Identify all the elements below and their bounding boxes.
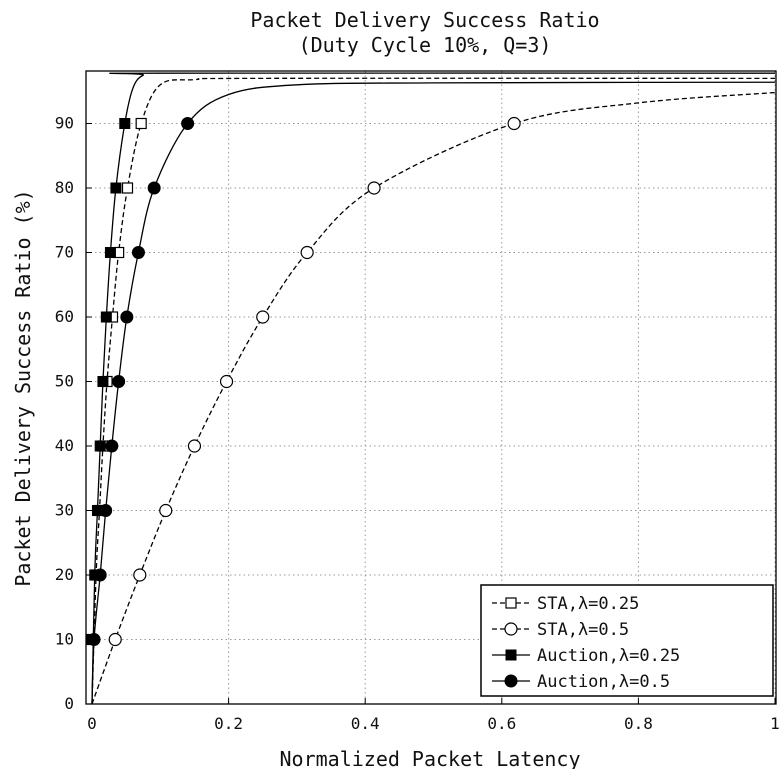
series-sta-0-5-point-4 <box>219 374 234 389</box>
x-axis-label: Normalized Packet Latency <box>279 747 580 769</box>
series-sta-0-5 <box>91 91 776 704</box>
y-tick-label-9: 90 <box>55 114 74 133</box>
legend-marker-auction-0-5 <box>504 674 518 688</box>
legend-marker-auction-0-25 <box>505 649 517 661</box>
x-tick-label-0: 0 <box>87 714 97 733</box>
legend-box <box>480 584 774 697</box>
x-tick-label-3: 0.6 <box>487 714 516 733</box>
x-tick-label-4: 0.8 <box>624 714 653 733</box>
y-tick-label-0: 0 <box>64 694 74 713</box>
y-tick-label-5: 50 <box>55 372 74 391</box>
y-tick-label-6: 60 <box>55 307 74 326</box>
series-sta-0-25-point-7 <box>121 182 134 194</box>
chart-title: Packet Delivery Success Ratio <box>250 8 599 32</box>
y-tick-label-3: 30 <box>55 501 74 520</box>
series-auction-0-25-point-5 <box>100 311 112 323</box>
series-sta-0-5-point-5 <box>256 310 270 324</box>
legend-label-auction-05: Auction,λ=0.5 <box>537 672 670 692</box>
plot-frame <box>85 70 777 705</box>
series-auction-0-25-point-7 <box>110 182 122 194</box>
series-sta-0-5-point-6 <box>300 245 314 260</box>
legend-label-auction-025: Auction,λ=0.25 <box>537 646 680 666</box>
series-auction-0-5-point-1 <box>93 568 107 582</box>
series-auction-0-5-point-3 <box>105 439 119 453</box>
y-axis-label: Packet Delivery Success Ratio (%) <box>11 189 35 586</box>
series-sta-0-5-point-2 <box>159 503 173 518</box>
chart-subtitle: (Duty Cycle 10%, Q=3) <box>299 33 552 57</box>
x-tick-label-5: 1 <box>770 714 779 733</box>
series-sta-0-5-point-8 <box>507 116 521 131</box>
series-auction-0-5-point-2 <box>99 504 113 517</box>
legend-marker-sta-0-5 <box>504 622 518 636</box>
series-auction-0-25-point-6 <box>104 247 116 258</box>
series-auction-0-5-point-7 <box>147 181 161 195</box>
series-auction-0-5-point-8 <box>181 117 195 130</box>
data-series <box>86 72 776 704</box>
series-sta-0-5-point-3 <box>187 439 202 453</box>
series-auction-0-5 <box>87 81 776 704</box>
series-sta-0-5-point-0 <box>108 632 122 647</box>
y-tick-label-2: 20 <box>55 565 74 584</box>
series-auction-0-5-point-0 <box>87 633 101 646</box>
legend-samples <box>492 597 530 688</box>
series-auction-0-5-point-4 <box>112 375 126 388</box>
series-auction-0-25-point-4 <box>97 376 109 387</box>
y-tick-label-8: 80 <box>55 178 74 197</box>
series-sta-0-25-point-8 <box>135 117 147 130</box>
x-tick-label-1: 0.2 <box>214 714 243 733</box>
series-auction-0-5-point-5 <box>120 310 134 324</box>
series-auction-0-25-point-8 <box>119 118 131 129</box>
series-sta-0-5-point-7 <box>367 181 381 195</box>
series-sta-0-5-point-1 <box>133 568 147 582</box>
y-tick-label-7: 70 <box>55 243 74 262</box>
series-auction-0-5-point-6 <box>131 246 145 259</box>
y-tick-label-1: 10 <box>55 630 74 649</box>
y-tick-label-4: 40 <box>55 436 74 455</box>
legend-label-sta-025: STA,λ=0.25 <box>537 594 639 614</box>
legend-marker-sta-0-25 <box>505 597 517 609</box>
legend-label-sta-05: STA,λ=0.5 <box>537 620 629 640</box>
x-tick-label-2: 0.4 <box>351 714 380 733</box>
legend: STA,λ=0.25 STA,λ=0.5 Auction,λ=0.25 Auct… <box>480 584 774 697</box>
series-auction-0-25-point-3 <box>94 440 106 452</box>
